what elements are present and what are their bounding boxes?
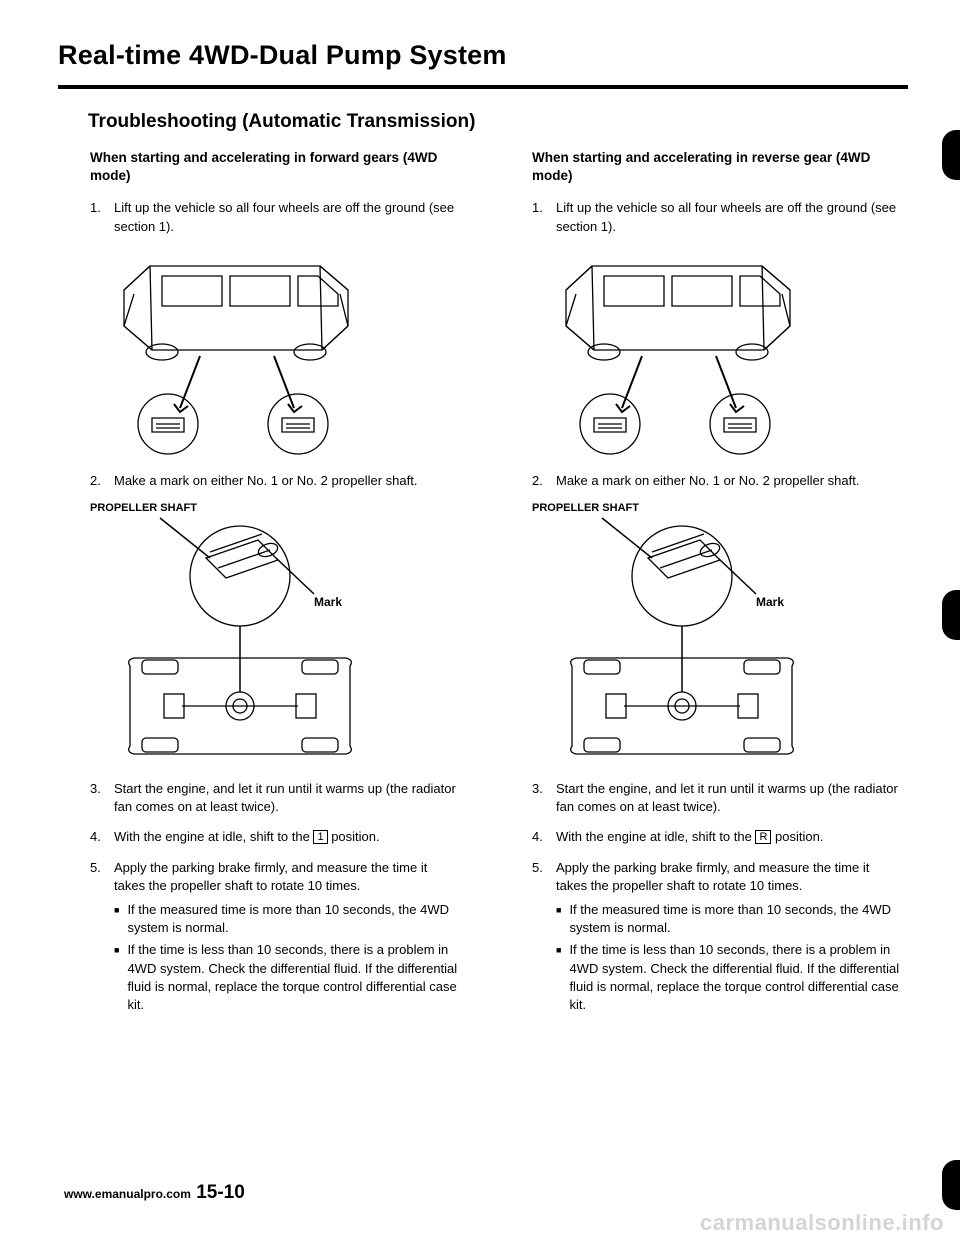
step-right-1: 1. Lift up the vehicle so all four wheel… [532, 199, 904, 235]
shaft-diagram-left: PROPELLER SHAFT Mark [90, 502, 462, 766]
step-text: Lift up the vehicle so all four wheels a… [114, 199, 462, 235]
step-number: 5. [532, 859, 556, 1019]
section-subtitle: Troubleshooting (Automatic Transmission) [88, 111, 908, 133]
step-text: Lift up the vehicle so all four wheels a… [556, 199, 904, 235]
step-number: 5. [90, 859, 114, 1019]
thumb-tab [942, 590, 960, 640]
vehicle-lift-svg [90, 248, 390, 458]
scenario-heading-right: When starting and accelerating in revers… [532, 149, 904, 185]
step-number: 3. [90, 780, 114, 816]
bullet-text: If the time is less than 10 seconds, the… [569, 941, 904, 1014]
step5-bullets: If the measured time is more than 10 sec… [556, 901, 904, 1014]
step-text: Start the engine, and let it run until i… [114, 780, 462, 816]
step-right-3: 3. Start the engine, and let it run unti… [532, 780, 904, 816]
shaft-svg: Mark [90, 516, 390, 766]
main-title: Real-time 4WD-Dual Pump System [58, 40, 908, 71]
left-column: When starting and accelerating in forwar… [58, 149, 466, 1030]
step4-prefix: With the engine at idle, shift to the [114, 829, 313, 844]
right-column: When starting and accelerating in revers… [500, 149, 908, 1030]
step-text: Make a mark on either No. 1 or No. 2 pro… [556, 472, 904, 490]
step-left-5: 5. Apply the parking brake firmly, and m… [90, 859, 462, 1019]
page-number: www.emanualpro.com 15-10 [64, 1182, 245, 1204]
step4-prefix: With the engine at idle, shift to the [556, 829, 755, 844]
vehicle-lift-svg [532, 248, 832, 458]
step-text: With the engine at idle, shift to the 1 … [114, 828, 462, 846]
step-text: Apply the parking brake firmly, and meas… [114, 859, 462, 1019]
bullet-text: If the time is less than 10 seconds, the… [127, 941, 462, 1014]
two-column-layout: When starting and accelerating in forwar… [58, 149, 908, 1030]
step-number: 2. [532, 472, 556, 490]
title-rule [58, 85, 908, 89]
vehicle-diagram-left [90, 248, 462, 458]
thumb-tab [942, 1160, 960, 1210]
shaft-svg: Mark [532, 516, 832, 766]
step-right-4: 4. With the engine at idle, shift to the… [532, 828, 904, 846]
scenario-heading-left: When starting and accelerating in forwar… [90, 149, 462, 185]
step-left-1: 1. Lift up the vehicle so all four wheel… [90, 199, 462, 235]
step-right-5: 5. Apply the parking brake firmly, and m… [532, 859, 904, 1019]
page-number-prefix: www.emanualpro.com [64, 1187, 191, 1201]
mark-label: Mark [756, 595, 784, 609]
step-number: 4. [532, 828, 556, 846]
step-left-4: 4. With the engine at idle, shift to the… [90, 828, 462, 846]
step-text: Make a mark on either No. 1 or No. 2 pro… [114, 472, 462, 490]
gear-box-icon: 1 [313, 830, 327, 844]
step-text: With the engine at idle, shift to the R … [556, 828, 904, 846]
step-number: 2. [90, 472, 114, 490]
step-text: Apply the parking brake firmly, and meas… [556, 859, 904, 1019]
shaft-label-left: PROPELLER SHAFT [90, 502, 462, 514]
step4-suffix: position. [771, 829, 823, 844]
step5-text: Apply the parking brake firmly, and meas… [556, 860, 869, 893]
shaft-diagram-right: PROPELLER SHAFT Mark [532, 502, 904, 766]
step-right-2: 2. Make a mark on either No. 1 or No. 2 … [532, 472, 904, 490]
step-number: 1. [532, 199, 556, 235]
step-left-2: 2. Make a mark on either No. 1 or No. 2 … [90, 472, 462, 490]
step5-bullets: If the measured time is more than 10 sec… [114, 901, 462, 1014]
step5-text: Apply the parking brake firmly, and meas… [114, 860, 427, 893]
mark-label: Mark [314, 595, 342, 609]
step-number: 3. [532, 780, 556, 816]
vehicle-diagram-right [532, 248, 904, 458]
step4-suffix: position. [328, 829, 380, 844]
watermark: carmanualsonline.info [700, 1210, 944, 1236]
page-number-value: 15-10 [196, 1182, 245, 1203]
gear-box-icon: R [755, 830, 771, 844]
bullet-text: If the measured time is more than 10 sec… [127, 901, 462, 937]
shaft-label-right: PROPELLER SHAFT [532, 502, 904, 514]
step-left-3: 3. Start the engine, and let it run unti… [90, 780, 462, 816]
step-text: Start the engine, and let it run until i… [556, 780, 904, 816]
step-number: 1. [90, 199, 114, 235]
bullet-text: If the measured time is more than 10 sec… [569, 901, 904, 937]
thumb-tab [942, 130, 960, 180]
step-number: 4. [90, 828, 114, 846]
